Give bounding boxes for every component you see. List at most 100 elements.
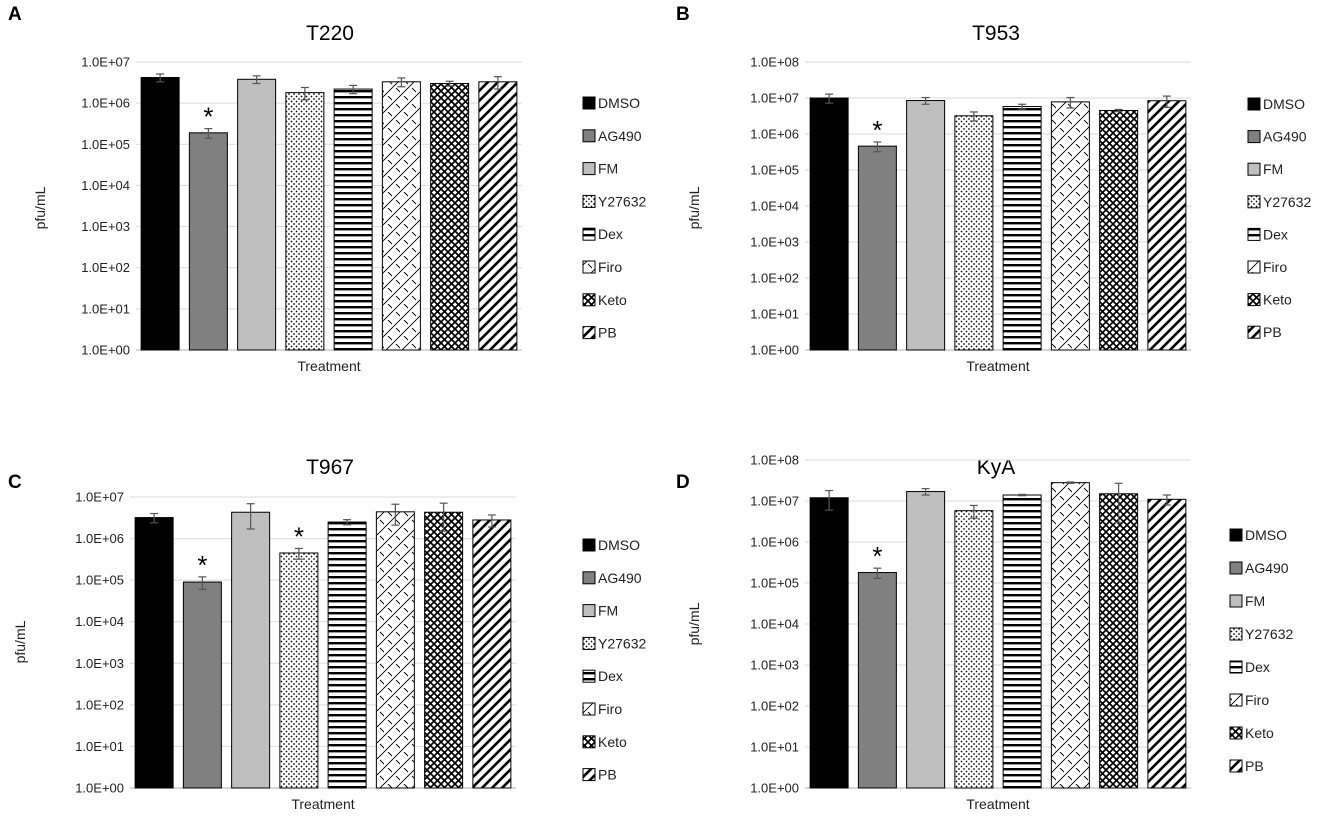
legend-label: PB <box>1245 758 1264 774</box>
bar-firo <box>1050 101 1090 351</box>
y-tick-label: 1.0E+00 <box>750 343 799 358</box>
bar-fm <box>237 78 277 351</box>
legend-swatch-keto <box>1247 293 1261 307</box>
legend-label: DMSO <box>598 537 640 553</box>
legend-label: Dex <box>1263 226 1288 242</box>
bar-dmso <box>809 497 849 789</box>
panel-c: C T967 1.0E+00 1.0E+01 1.0E+02 1.0E+03 1.0E+04… <box>8 456 646 812</box>
chart-title: T220 <box>306 22 354 45</box>
legend-label: Keto <box>598 734 627 750</box>
bar-dmso <box>809 97 849 351</box>
bar-y27632 <box>279 552 319 789</box>
panel-a: A T220 1.0E+00 1.0E+01 1.0E+02 1.0E+03 1.0E+04… <box>8 4 646 374</box>
y-tick-label: 1.0E+08 <box>750 453 799 468</box>
y-tick-label: 1.0E+06 <box>75 531 124 546</box>
legend-label: FM <box>598 161 618 177</box>
bar-keto <box>430 83 470 351</box>
legend-swatch-y27632 <box>582 636 596 650</box>
y-tick-label: 1.0E+06 <box>750 127 799 142</box>
y-tick-label: 1.0E+01 <box>750 307 799 322</box>
legend-label: Dex <box>598 226 623 242</box>
panel-letter: D <box>676 472 690 493</box>
legend-swatch-firo <box>582 260 596 274</box>
legend-label: Keto <box>598 292 627 308</box>
y-tick-label: 1.0E+06 <box>750 535 799 550</box>
y-tick-label: 1.0E+00 <box>81 343 130 358</box>
chart-title: KyA <box>977 456 1016 479</box>
legend-swatch-fm <box>582 162 596 176</box>
bar-keto <box>424 511 464 789</box>
y-tick-label: 1.0E+00 <box>750 781 799 796</box>
legend-label: PB <box>1263 324 1282 340</box>
bar-y27632 <box>954 115 994 351</box>
y-tick-label: 1.0E+04 <box>750 199 799 214</box>
legend-swatch-y27632 <box>1229 627 1243 641</box>
legend-swatch-keto <box>1229 726 1243 740</box>
bar-keto <box>1099 493 1139 789</box>
bar-pb <box>1147 498 1187 789</box>
y-tick-label: 1.0E+03 <box>81 219 130 234</box>
bar-firo <box>381 81 421 351</box>
y-tick-label: 1.0E+07 <box>75 490 124 505</box>
y-tick-label: 1.0E+05 <box>81 137 130 152</box>
y-tick-label: 1.0E+03 <box>750 658 799 673</box>
y-tick-label: 1.0E+04 <box>750 617 799 632</box>
legend-swatch-pb <box>582 326 596 340</box>
legend-label: Y27632 <box>1245 626 1293 642</box>
panel-b: B T953 1.0E+00 1.0E+01 1.0E+02 1.0E+03 1.0E+04… <box>676 4 1311 374</box>
legend-label: Keto <box>1245 725 1274 741</box>
y-tick-label: 1.0E+05 <box>750 163 799 178</box>
legend-label: Y27632 <box>598 193 646 209</box>
legend-label: AG490 <box>1245 560 1289 576</box>
legend-swatch-pb <box>1229 759 1243 773</box>
bar-dex <box>333 88 373 351</box>
y-tick-label: 1.0E+01 <box>81 301 130 316</box>
y-tick-label: 1.0E+01 <box>75 739 124 754</box>
legend-label: AG490 <box>1263 129 1307 145</box>
legend-label: Firo <box>598 259 622 275</box>
x-axis-label: Treatment <box>966 358 1029 374</box>
legend-swatch-dmso <box>582 538 596 552</box>
legend-swatch-keto <box>582 735 596 749</box>
legend-swatch-fm <box>1229 594 1243 608</box>
legend-swatch-pb <box>1247 325 1261 339</box>
legend-swatch-ag490 <box>582 129 596 143</box>
legend-label: PB <box>598 325 617 341</box>
legend-swatch-dex <box>582 227 596 241</box>
legend-swatch-firo <box>582 702 596 716</box>
legend-swatch-dex <box>1247 227 1261 241</box>
legend-swatch-dex <box>1229 660 1243 674</box>
legend-swatch-ag490 <box>1229 561 1243 575</box>
bar-dmso <box>134 517 174 789</box>
legend-label: FM <box>1245 593 1265 609</box>
legend-label: AG490 <box>598 570 642 586</box>
bar-dex <box>327 521 367 789</box>
legend-swatch-y27632 <box>1247 195 1261 209</box>
legend-label: Dex <box>598 668 623 684</box>
panel-letter: A <box>8 4 22 25</box>
bar-keto <box>1099 109 1139 351</box>
significance-star: * <box>872 115 882 145</box>
y-tick-label: 1.0E+02 <box>75 697 124 712</box>
bar-dex <box>1002 106 1042 351</box>
legend-label: Firo <box>598 701 622 717</box>
legend-label: Firo <box>1263 259 1287 275</box>
legend-swatch-firo <box>1229 693 1243 707</box>
bar-pb <box>1147 100 1187 351</box>
legend-swatch-firo <box>1247 260 1261 274</box>
bar-pb <box>478 81 518 351</box>
chart-title: T967 <box>306 456 354 479</box>
bar-ag490 <box>857 145 897 351</box>
bar-fm <box>231 511 271 789</box>
legend-label: FM <box>1263 161 1283 177</box>
legend-swatch-pb <box>582 768 596 782</box>
legend-swatch-dmso <box>582 96 596 110</box>
y-tick-label: 1.0E+07 <box>81 55 130 70</box>
y-tick-label: 1.0E+07 <box>750 91 799 106</box>
legend-swatch-ag490 <box>1247 130 1261 144</box>
legend-label: Keto <box>1263 292 1292 308</box>
bar-fm <box>906 491 946 789</box>
y-tick-label: 1.0E+03 <box>75 656 124 671</box>
legend-label: Y27632 <box>1263 194 1311 210</box>
